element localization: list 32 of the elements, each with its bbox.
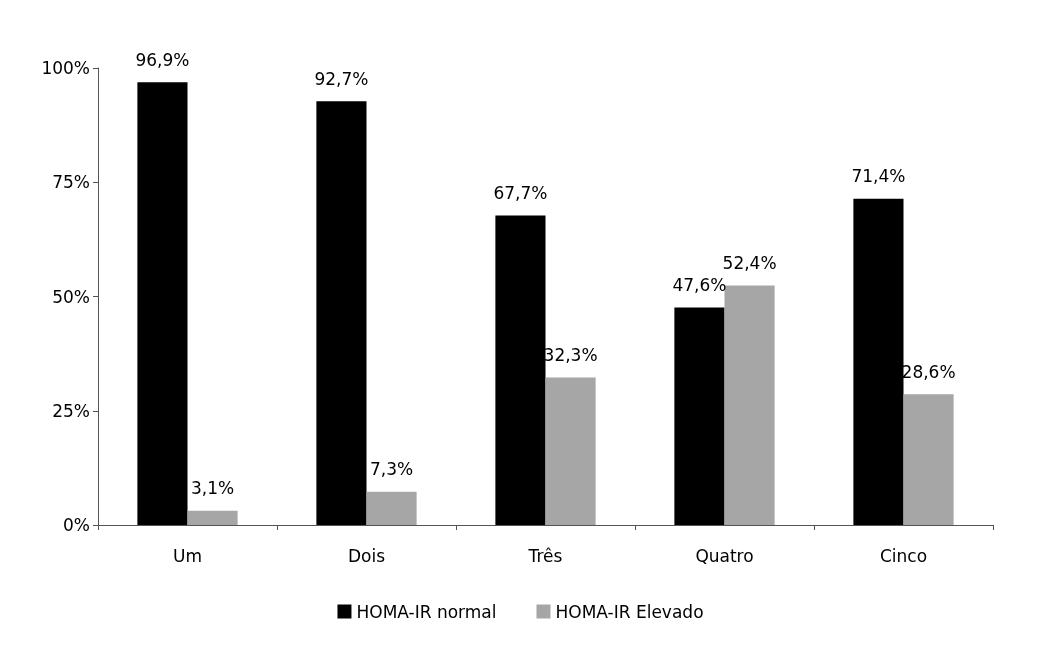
data-label: 96,9% [135,49,190,70]
data-label: 71,4% [851,166,906,187]
bar [674,307,725,525]
legend-label: HOMA-IR normal [356,601,497,622]
data-label: 3,1% [190,478,235,499]
data-label: 47,6% [672,274,727,295]
y-tick-label: 75% [52,172,90,193]
bar [316,101,367,525]
bar [366,491,417,525]
x-tick-label: Quatro [695,545,754,566]
data-label: 52,4% [722,253,777,274]
bar [724,285,775,525]
bar [137,82,188,525]
legend-label: HOMA-IR Elevado [555,601,704,622]
data-label: 7,3% [369,459,414,480]
y-tick-label: 100% [41,58,90,78]
bar [853,198,904,525]
bar [495,215,546,525]
x-tick-label: Um [172,545,203,566]
bar [545,377,596,525]
data-label: 32,3% [543,344,598,365]
x-tick-label: Cinco [879,545,928,566]
x-tick-label: Três [527,545,563,566]
y-tick-label: 0% [63,515,90,535]
data-label: 92,7% [314,68,369,89]
y-tick-label: 50% [52,286,90,307]
bar [903,394,954,525]
data-label: 67,7% [493,183,548,204]
y-tick-label: 25% [52,400,90,421]
x-tick-label: Dois [347,545,386,566]
data-label: 28,6% [901,361,956,382]
bar [187,510,238,525]
